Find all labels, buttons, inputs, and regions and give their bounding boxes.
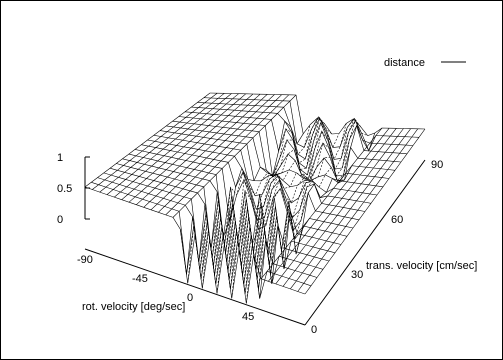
mesh-line-y: [166, 125, 384, 188]
mesh-line-y: [147, 139, 366, 219]
mesh-line-y: [141, 144, 360, 231]
y-tick-label: 30: [351, 269, 363, 281]
x-tick-label: -90: [77, 254, 93, 266]
z-tick-label: 1: [57, 152, 63, 164]
mesh-line-y: [191, 106, 408, 170]
mesh-line-y: [172, 120, 390, 184]
mesh-line-y: [116, 163, 336, 269]
z-tick-label: 0: [57, 214, 63, 226]
mesh-line-y: [197, 102, 414, 160]
mesh-line-y: [134, 149, 354, 240]
mesh-line-y: [203, 97, 420, 152]
x-tick-label: 45: [242, 311, 254, 323]
mesh-line-y: [153, 135, 372, 204]
tick-labels: -90 -45 0 45 0 30 60 90 0 0.5 1: [57, 152, 443, 336]
z-tick-label: 0.5: [57, 183, 72, 195]
x-tick-label: -45: [132, 273, 148, 285]
mesh-line-y: [209, 92, 426, 137]
mesh-line-y: [178, 116, 396, 181]
mesh-line-y: [159, 130, 378, 196]
mesh-line-x: [216, 121, 340, 294]
legend-label: distance: [384, 57, 425, 69]
y-tick-label: 90: [431, 159, 443, 171]
surface-mesh: [84, 92, 426, 304]
mesh-line-y: [128, 153, 348, 255]
x-tick-label: 0: [187, 292, 193, 304]
y-tick-label: 60: [391, 214, 403, 226]
y-axis-label: trans. velocity [cm/sec]: [366, 260, 477, 272]
y-tick-label: 0: [311, 324, 317, 336]
mesh-line-y: [184, 111, 402, 177]
y-axis-line: [304, 159, 426, 326]
x-axis-label: rot. velocity [deg/sec]: [82, 301, 185, 313]
x-axis-line: [84, 248, 306, 326]
mesh-line-x: [209, 117, 333, 285]
